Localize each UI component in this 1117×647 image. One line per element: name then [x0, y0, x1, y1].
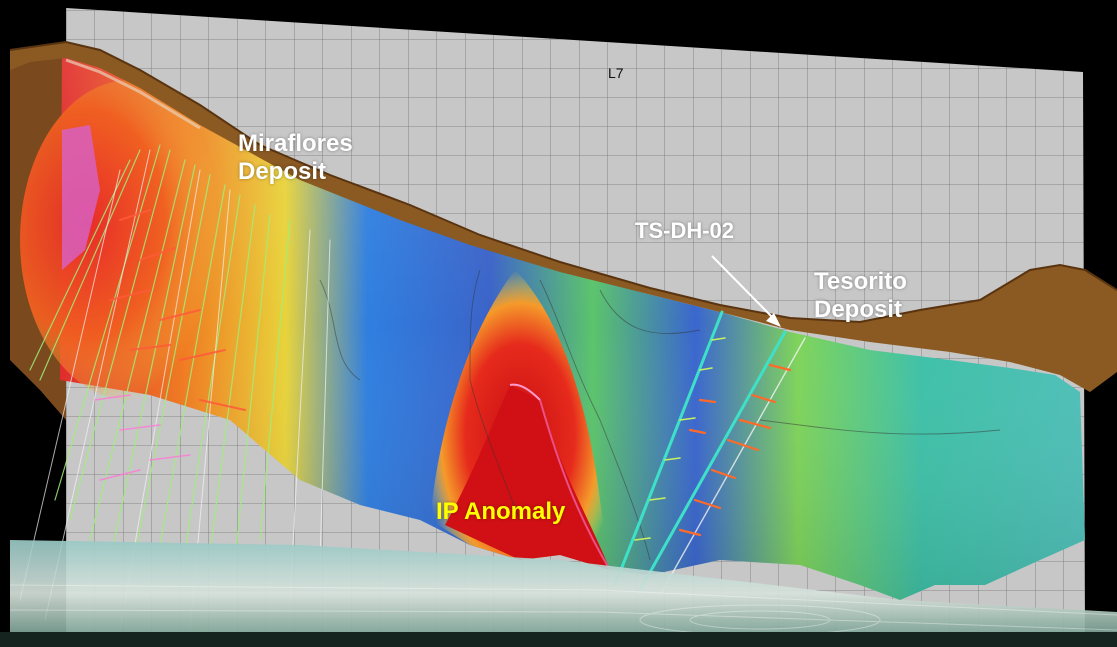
- drillhole-label: TS-DH-02: [635, 218, 735, 243]
- topography-surface: [10, 42, 1117, 392]
- miraflores-label: Miraflores Deposit: [238, 130, 353, 185]
- floor-map: [10, 540, 1117, 647]
- arrow-head-icon: [766, 313, 781, 327]
- drill-holes-tesorito: [613, 310, 806, 596]
- drill-holes-miraflores: [19, 144, 331, 631]
- miraflores-line1: Miraflores: [238, 130, 353, 157]
- miraflores-line2: Deposit: [238, 157, 327, 185]
- section-label: L7: [608, 65, 624, 81]
- tesorito-line2: Deposit: [814, 295, 903, 323]
- tesorito-label: Tesorito Deposit: [814, 268, 907, 323]
- ip-anomaly-label: IP Anomaly: [436, 498, 566, 525]
- tesorito-line1: Tesorito: [814, 268, 907, 295]
- drillhole-arrow: [711, 255, 776, 321]
- contour-lines: [319, 269, 1001, 561]
